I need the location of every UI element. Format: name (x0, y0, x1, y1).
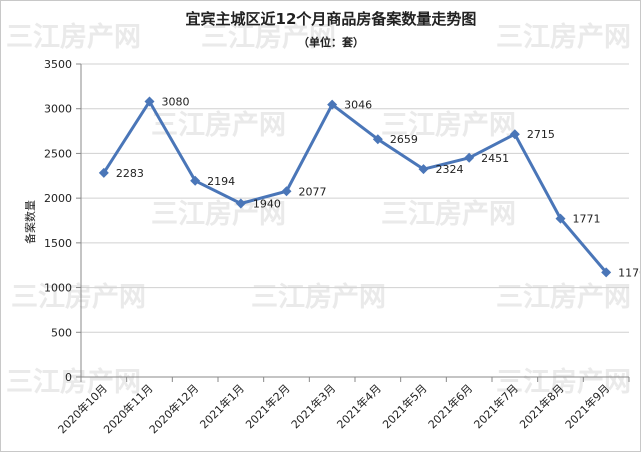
series-line (102, 100, 608, 274)
chart-subtitle: （单位：套） (298, 35, 364, 49)
data-label: 2451 (481, 152, 509, 165)
data-label: 1940 (253, 198, 281, 211)
data-label: 2077 (299, 185, 327, 198)
data-label: 1170 (618, 266, 640, 279)
watermark-5: 三江房产网 (151, 199, 286, 230)
x-tick-label: 2021年6月 (425, 381, 475, 431)
data-point (190, 175, 201, 186)
data-point (555, 213, 566, 224)
y-tick-label: 2500 (44, 147, 72, 160)
watermark-6: 三江房产网 (381, 199, 516, 230)
y-tick-label: 500 (51, 326, 72, 339)
y-tick-label: 1500 (44, 237, 72, 250)
data-labels: 2283 3080 2194 1940 2077 3046 2659 2324 2451 2715… (116, 96, 641, 280)
chart-title: 宜宾主城区近12个月商品房备案数量走势图 (186, 10, 477, 28)
data-label: 2715 (527, 128, 555, 141)
x-tick-label: 2021年2月 (242, 381, 292, 431)
x-tick-label: 2021年4月 (334, 381, 384, 431)
data-label: 2283 (116, 167, 144, 180)
data-point (372, 134, 383, 145)
data-point (235, 198, 246, 209)
data-point (98, 167, 109, 178)
y-tick-label: 2000 (44, 192, 72, 205)
y-tick-label: 0 (65, 371, 72, 384)
watermark-4: 三江房产网 (381, 110, 516, 141)
y-tick-label: 3500 (44, 58, 72, 71)
watermark-0: 三江房产网 (6, 22, 141, 53)
series-layer (98, 96, 612, 278)
watermark-1: 三江房产网 (201, 22, 336, 53)
x-tick-label: 2021年1月 (197, 381, 247, 431)
data-label: 3046 (344, 99, 372, 112)
watermark-7: 三江房产网 (11, 282, 146, 313)
data-label: 3080 (162, 96, 190, 109)
data-label: 2194 (207, 175, 235, 188)
y-tick-labels: 0 500 1000 1500 2000 2500 3000 3500 (44, 58, 72, 384)
data-point (281, 186, 292, 197)
watermark-10: 三江房产网 (6, 367, 141, 398)
watermark-3: 三江房产网 (151, 110, 286, 141)
x-tick-label: 2021年3月 (288, 381, 338, 431)
data-label: 2659 (390, 133, 418, 146)
x-tick-label: 2020年12月 (146, 381, 201, 436)
watermark-8: 三江房产网 (251, 282, 386, 313)
y-tick-label: 3000 (44, 103, 72, 116)
data-label: 2324 (436, 163, 464, 176)
y-axis-label: 备案数量 (23, 200, 37, 244)
data-point (418, 164, 429, 175)
watermark-11: 三江房产网 (496, 367, 631, 398)
data-label: 1771 (573, 213, 601, 226)
watermark-2: 三江房产网 (496, 22, 631, 53)
data-point (601, 267, 612, 278)
y-tick-label: 1000 (44, 282, 72, 295)
data-point (464, 152, 475, 163)
data-point (327, 99, 338, 110)
data-point (144, 96, 155, 107)
axes (76, 63, 630, 382)
x-tick-label: 2021年5月 (379, 381, 429, 431)
gridlines (81, 63, 629, 333)
watermark-9: 三江房产网 (496, 282, 631, 313)
